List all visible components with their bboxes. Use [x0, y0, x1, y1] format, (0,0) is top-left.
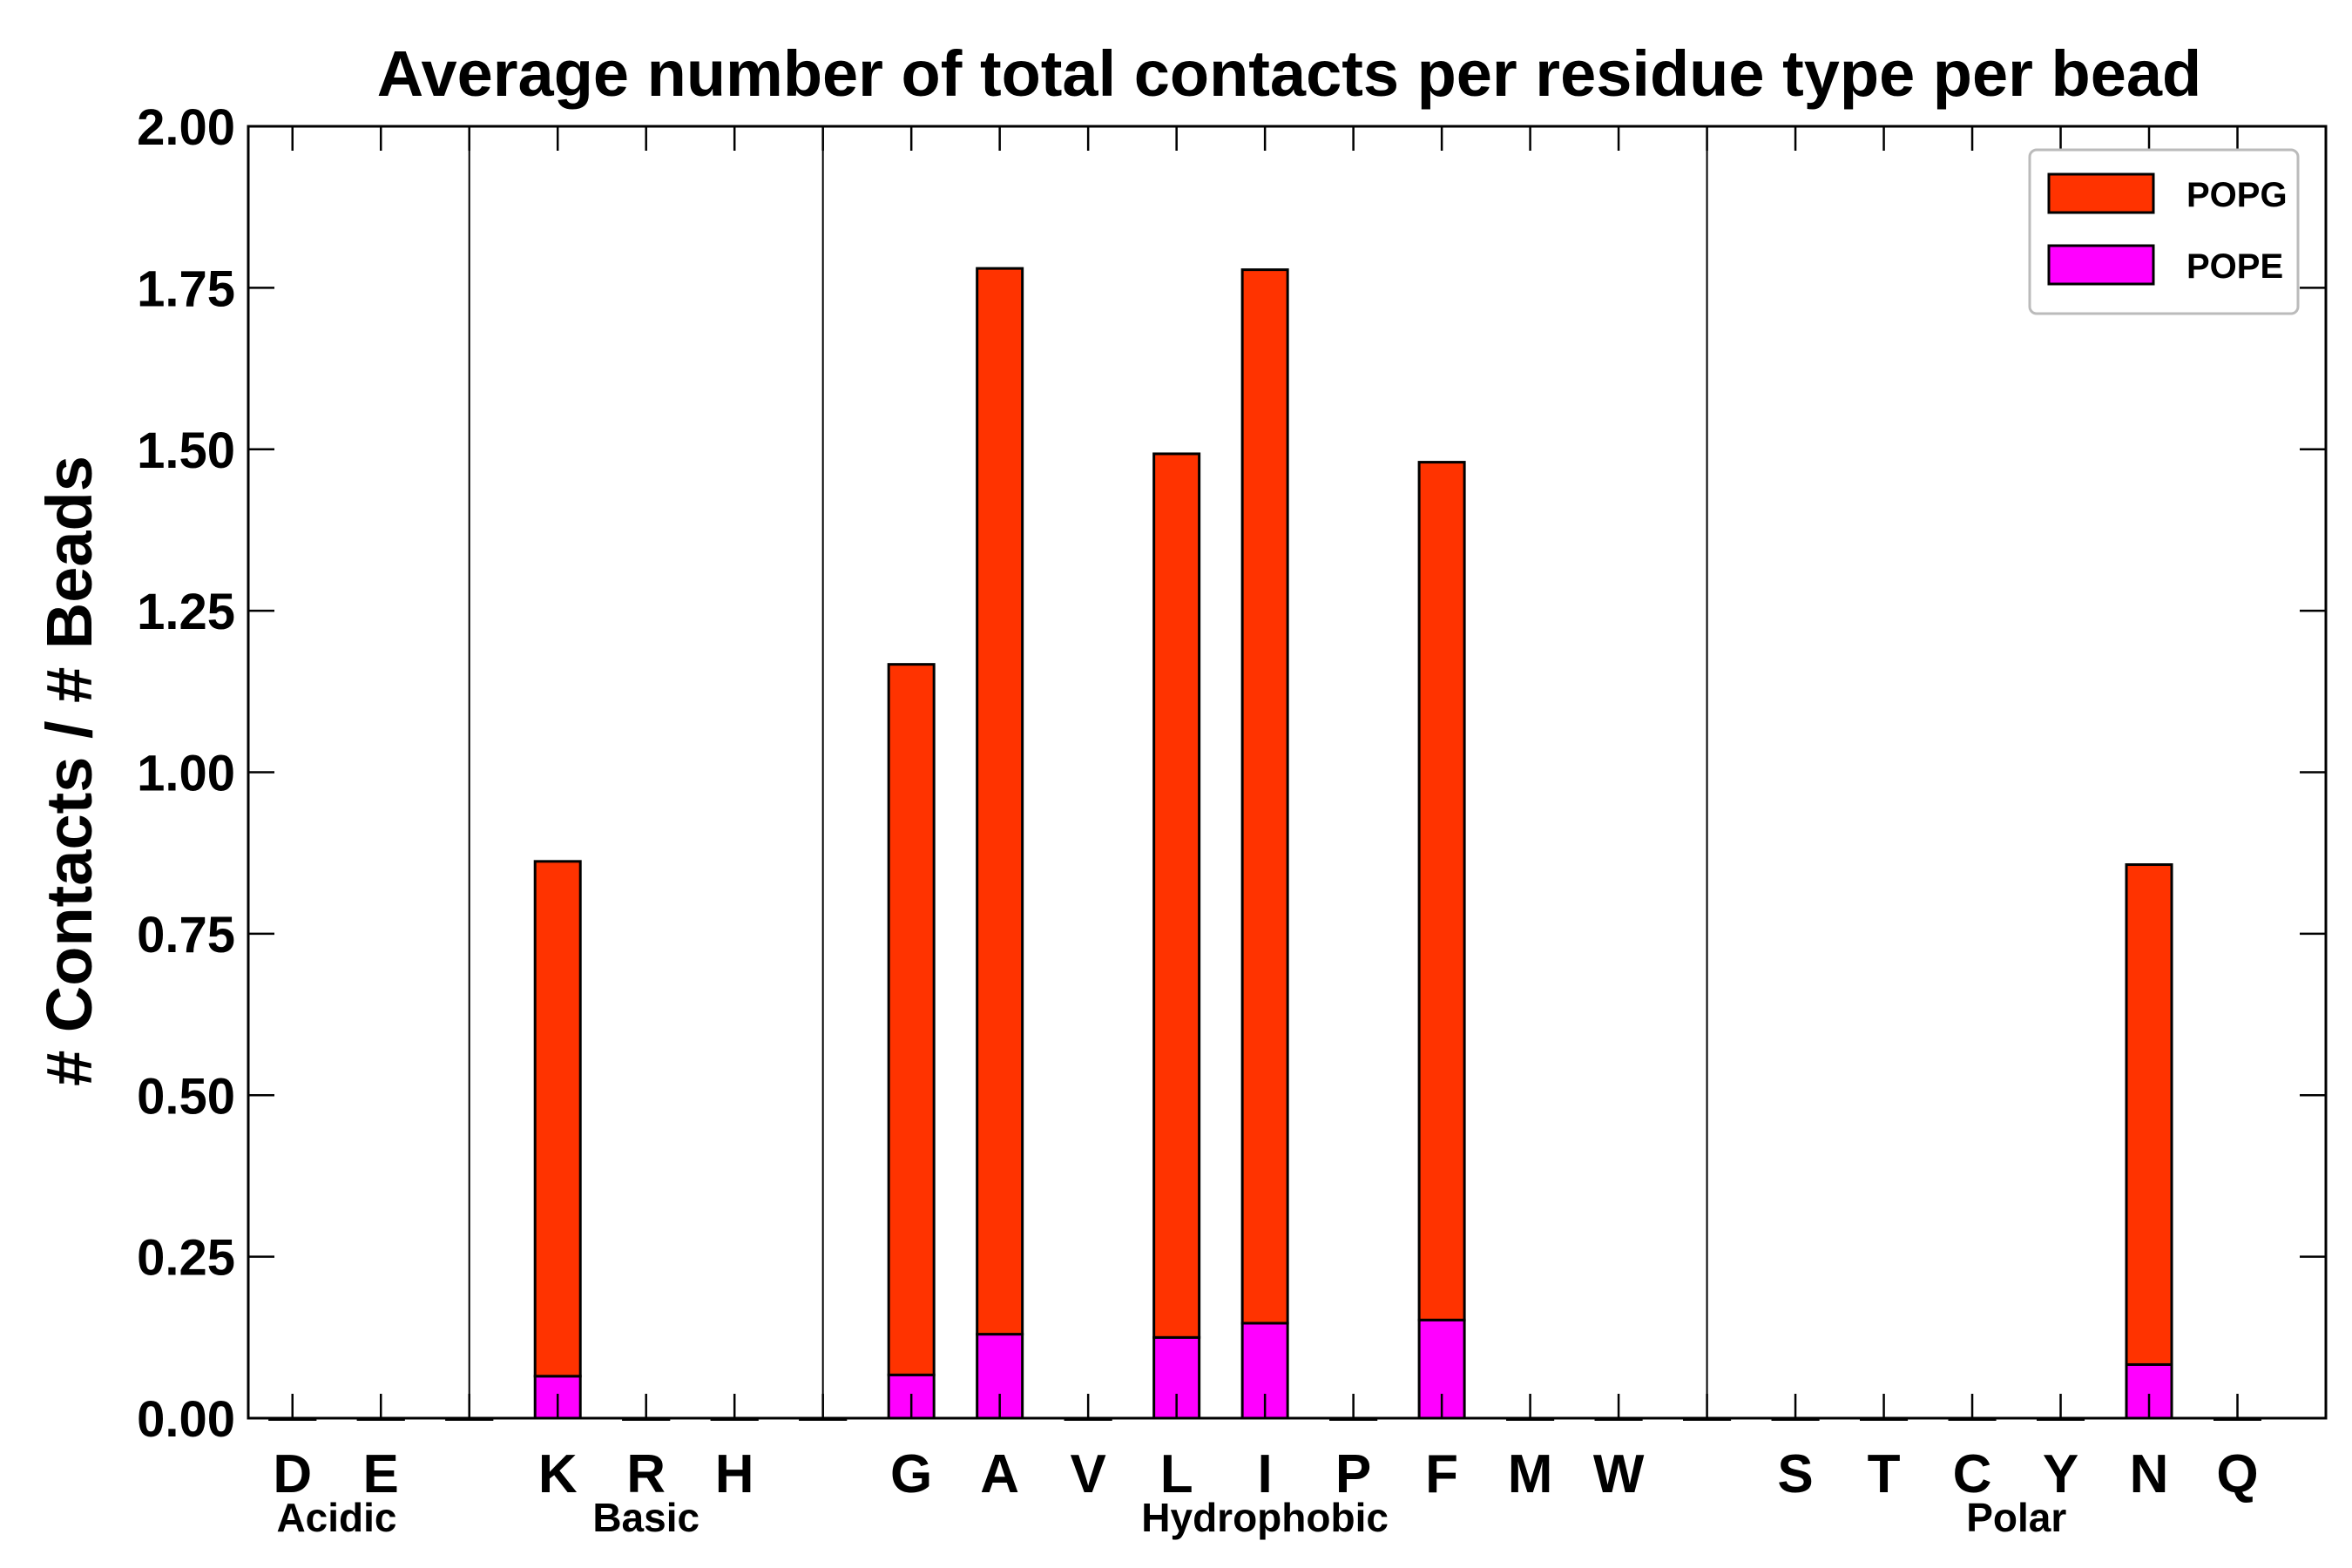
- x-tick-label-Q: Q: [2216, 1444, 2258, 1504]
- bar-I-popg: [1240, 268, 1289, 1325]
- x-tick-label-H: H: [715, 1444, 754, 1504]
- bar-K-popg: [533, 860, 582, 1378]
- x-tick-label-C: C: [1953, 1444, 1992, 1504]
- legend-swatch-pope: [2047, 244, 2155, 286]
- x-tick-label-V: V: [1070, 1444, 1105, 1504]
- y-tick-label: 1.25: [137, 584, 235, 640]
- x-tick-label-M: M: [1508, 1444, 1553, 1504]
- y-axis-label: # Contacts / # Beads: [33, 456, 105, 1086]
- group-label-acidic: Acidic: [276, 1495, 396, 1540]
- y-tick-label: 0.50: [137, 1068, 235, 1125]
- y-tick-label: 1.50: [137, 422, 235, 479]
- y-tick-label: 1.75: [137, 260, 235, 317]
- x-tick-label-S: S: [1777, 1444, 1813, 1504]
- x-tick-label-L: L: [1160, 1444, 1193, 1504]
- x-tick-label-P: P: [1335, 1444, 1371, 1504]
- x-tick-label-G: G: [890, 1444, 932, 1504]
- group-label-hydrophobic: Hydrophobic: [1141, 1495, 1389, 1540]
- x-tick-label-E: E: [363, 1444, 399, 1504]
- bar-A-popg: [976, 267, 1024, 1336]
- y-tick-label: 0.75: [137, 907, 235, 963]
- legend-label-pope: POPE: [2186, 247, 2283, 286]
- x-tick-label-Y: Y: [2043, 1444, 2078, 1504]
- x-tick-label-F: F: [1425, 1444, 1458, 1504]
- bar-G-popg: [887, 663, 936, 1376]
- x-tick-label-D: D: [273, 1444, 312, 1504]
- plot-area: 0.00 0.25 0.50 0.75 1.00 1.25 1.50 1.75 2.00 D E K R…: [137, 99, 2328, 1540]
- bar-F-popg: [1417, 461, 1466, 1321]
- bar-L-popg: [1152, 452, 1201, 1339]
- legend-label-popg: POPG: [2186, 176, 2288, 214]
- group-label-polar: Polar: [1966, 1495, 2066, 1540]
- bar-N-popg: [2125, 863, 2173, 1366]
- y-tick-label: 1.00: [137, 746, 235, 802]
- x-tick-label-W: W: [1593, 1444, 1645, 1504]
- chart-title: Average number of total contacts per res…: [377, 37, 2201, 110]
- legend-swatch-popg: [2047, 172, 2155, 214]
- group-label-basic: Basic: [592, 1495, 700, 1540]
- x-tick-label-A: A: [980, 1444, 1019, 1504]
- x-tick-label-K: K: [538, 1444, 578, 1504]
- x-tick-label-T: T: [1868, 1444, 1901, 1504]
- x-tick-label-I: I: [1258, 1444, 1273, 1504]
- x-tick-label-R: R: [626, 1444, 666, 1504]
- y-tick-label: 0.25: [137, 1230, 235, 1287]
- y-tick-label: 0.00: [137, 1391, 235, 1448]
- x-tick-label-N: N: [2130, 1444, 2169, 1504]
- y-tick-label: 2.00: [137, 99, 235, 156]
